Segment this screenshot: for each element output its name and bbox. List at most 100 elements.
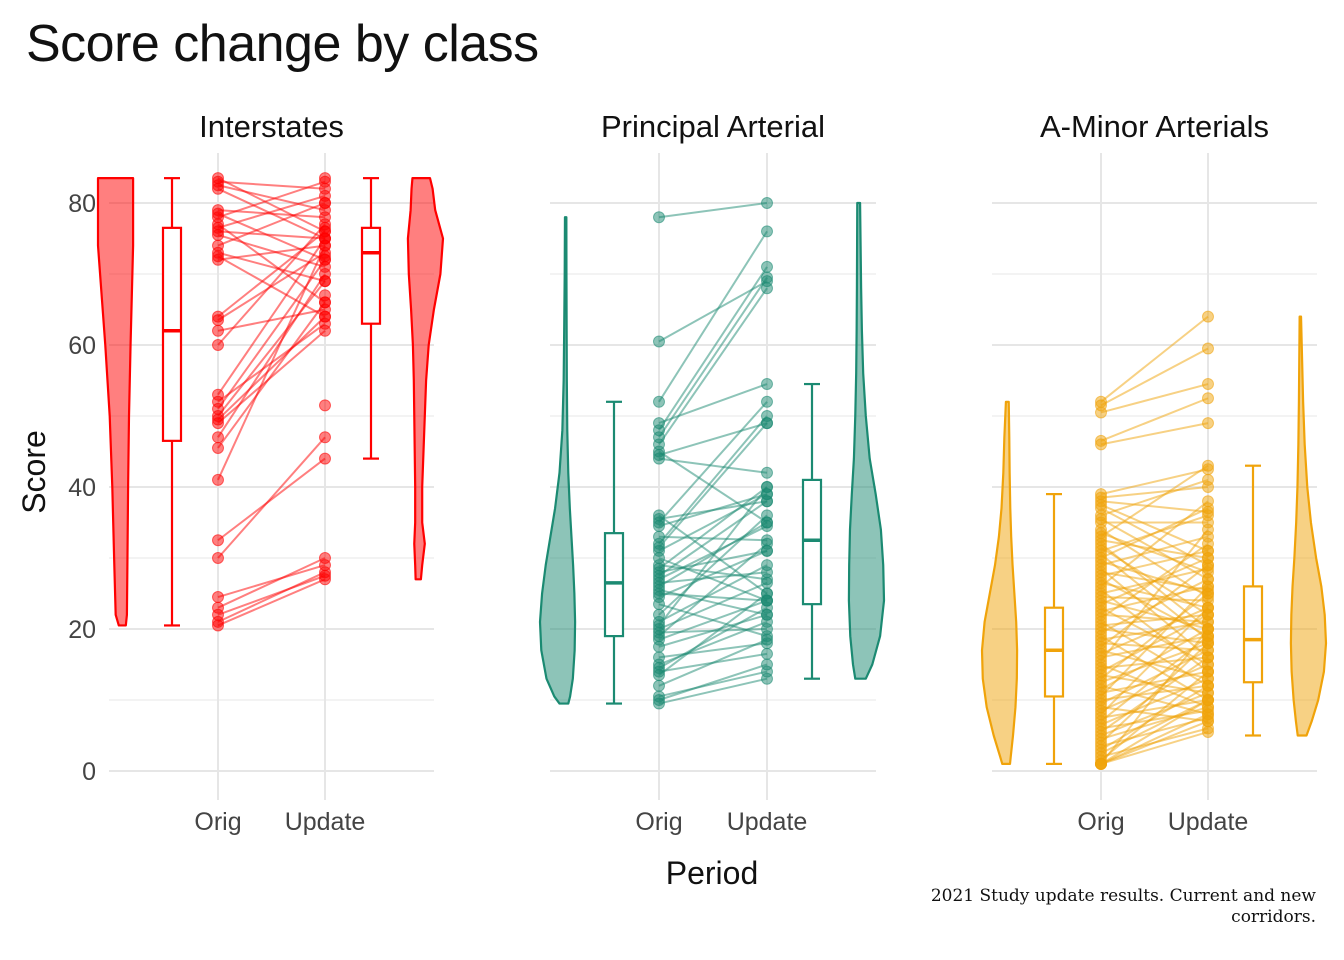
pair-line <box>1100 699 1209 719</box>
pair-line <box>658 422 768 549</box>
point-update <box>761 260 773 273</box>
point-orig <box>212 182 224 195</box>
x-tick-label: Update <box>285 808 366 836</box>
point-update <box>1202 473 1214 486</box>
violin <box>538 216 577 705</box>
pair-line <box>658 592 768 676</box>
y-tick-label: 60 <box>68 332 96 360</box>
pair-line <box>658 266 768 431</box>
pair-line <box>217 301 326 449</box>
point-update <box>761 466 773 479</box>
pair-line <box>1100 315 1209 403</box>
pair-line <box>217 574 326 616</box>
point-update <box>1202 694 1214 706</box>
point-update <box>1202 665 1214 678</box>
pair-line <box>217 330 326 424</box>
pair-line <box>217 571 326 623</box>
point-update <box>761 537 773 550</box>
point-update <box>1202 342 1214 355</box>
pair-line <box>658 276 768 438</box>
point-update <box>761 481 773 493</box>
point-update <box>761 587 773 600</box>
pair-line <box>658 543 768 637</box>
point-orig <box>653 697 665 710</box>
pair-line <box>1100 592 1209 680</box>
point-update <box>1202 559 1214 572</box>
pair-line <box>658 486 768 627</box>
pair-line <box>658 613 768 648</box>
pair-line <box>1100 663 1209 712</box>
pair-line <box>658 549 768 574</box>
x-tick-label: Orig <box>194 808 241 836</box>
box-body <box>603 532 625 638</box>
point-update <box>1202 623 1214 635</box>
x-tick-label: Update <box>727 808 808 836</box>
pair-line <box>658 457 768 474</box>
point-update <box>319 197 331 209</box>
point-update <box>1202 679 1214 692</box>
point-update <box>761 658 773 671</box>
point-orig <box>653 452 665 465</box>
point-orig <box>212 473 224 486</box>
point-update <box>1202 725 1214 738</box>
point-orig <box>212 417 224 430</box>
box-body <box>801 478 823 606</box>
point-update <box>761 395 773 408</box>
pair-line <box>658 401 768 524</box>
box-body <box>161 226 183 442</box>
pair-line <box>217 184 326 212</box>
box-body <box>1043 606 1065 698</box>
point-orig <box>212 431 224 444</box>
violin <box>980 400 1019 765</box>
point-orig <box>653 395 665 408</box>
facet-title: Principal Arterial <box>601 109 825 144</box>
point-orig <box>653 520 665 533</box>
pair-line <box>1100 606 1209 715</box>
pair-line <box>217 180 326 219</box>
point-update <box>761 225 773 238</box>
pair-line <box>1100 684 1209 751</box>
point-update <box>1202 392 1214 405</box>
chart-title: Score change by class <box>26 15 539 73</box>
point-update <box>761 282 773 295</box>
point-update <box>1202 651 1214 664</box>
pair-line <box>1100 528 1209 662</box>
pair-line <box>217 194 326 229</box>
point-update <box>1202 417 1214 430</box>
point-orig <box>1095 757 1107 770</box>
point-update <box>319 250 331 263</box>
point-update <box>761 601 773 614</box>
pair-line <box>658 486 768 570</box>
point-update <box>1202 715 1214 728</box>
pair-line <box>1100 383 1209 414</box>
pair-line <box>658 642 768 659</box>
pair-line <box>217 315 326 421</box>
violin <box>406 177 445 581</box>
point-orig <box>212 441 224 454</box>
pair-line <box>658 638 768 687</box>
point-orig <box>653 598 665 611</box>
point-update <box>319 573 331 586</box>
x-tick-label: Update <box>1168 808 1249 836</box>
point-orig <box>212 534 224 547</box>
pair-line <box>658 670 768 698</box>
pair-line <box>217 436 326 559</box>
point-update <box>319 268 331 280</box>
pair-line <box>217 564 326 599</box>
pair-line <box>1100 670 1209 694</box>
point-orig <box>653 211 665 224</box>
pair-line <box>217 245 326 481</box>
pair-line <box>217 212 326 261</box>
pair-line <box>658 500 768 577</box>
pair-line <box>658 564 768 581</box>
pair-line <box>658 230 768 403</box>
pair-line <box>217 280 326 417</box>
pair-line <box>1100 670 1209 762</box>
pair-line <box>658 383 768 425</box>
point-update <box>761 197 773 209</box>
pair-line <box>658 422 768 457</box>
x-tick-label: Orig <box>1077 808 1124 836</box>
point-update <box>1202 495 1214 508</box>
point-orig <box>212 324 224 337</box>
pair-line <box>217 223 326 304</box>
